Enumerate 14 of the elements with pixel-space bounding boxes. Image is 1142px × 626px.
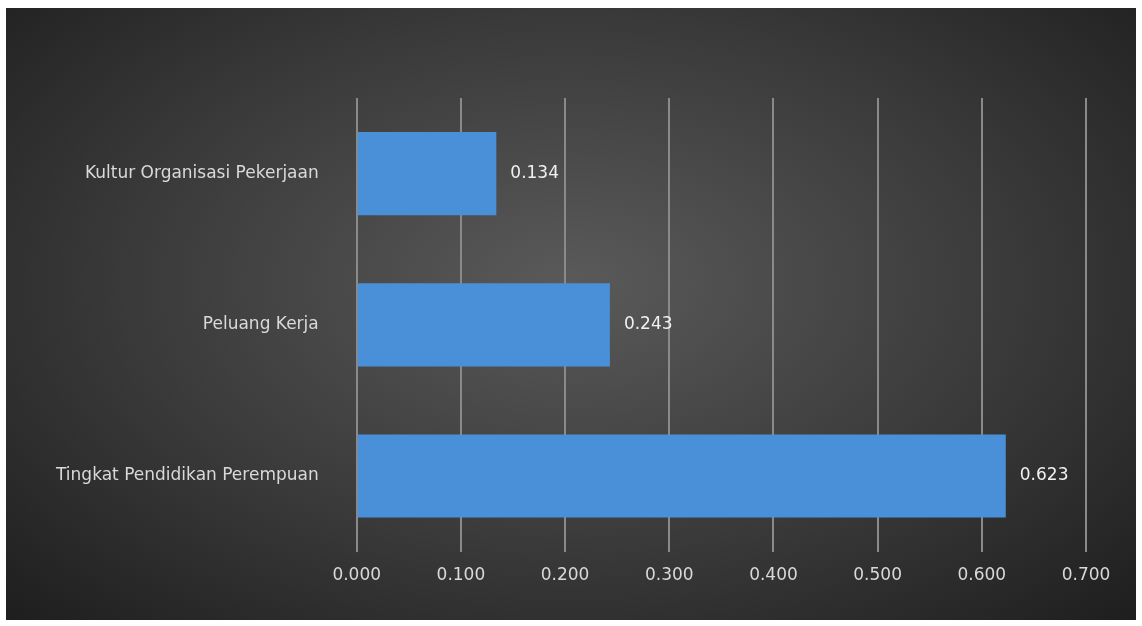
data-label: 0.623 [1019, 464, 1069, 485]
x-tick-label: 0.500 [853, 564, 902, 585]
data-label: 0.134 [510, 162, 559, 183]
x-tick-label: 0.700 [1061, 564, 1111, 585]
y-tick-label: Peluang Kerja [202, 313, 319, 334]
y-tick-label: Tingkat Pendidikan Perempuan [54, 464, 319, 485]
y-tick-label: Kultur Organisasi Pekerjaan [84, 162, 319, 183]
x-tick-label: 0.100 [436, 564, 486, 585]
x-tick-label: 0.200 [540, 564, 590, 585]
x-tick-label: 0.000 [332, 564, 382, 585]
x-tick-label: 0.600 [957, 564, 1007, 585]
x-tick-label: 0.400 [749, 564, 798, 585]
x-tick-label: 0.300 [644, 564, 694, 585]
data-label: 0.243 [623, 313, 673, 334]
